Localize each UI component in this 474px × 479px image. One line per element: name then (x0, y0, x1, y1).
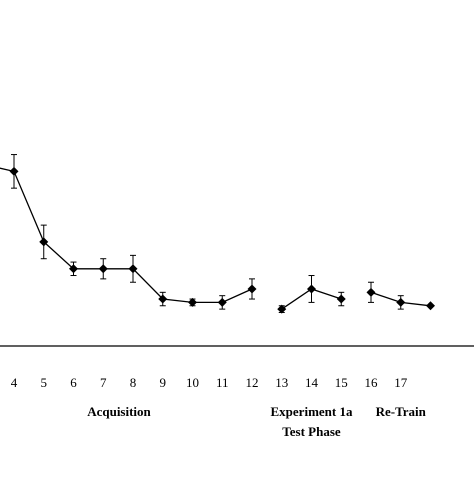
x-tick-label: 5 (41, 375, 48, 390)
phase-label: Experiment 1a (271, 404, 353, 419)
data-point-marker (217, 297, 227, 307)
x-tick-label: 11 (216, 375, 229, 390)
data-point-marker (128, 264, 138, 274)
data-point-marker (396, 297, 406, 307)
x-tick-labels: 4 5 6 7 8 9 10 11 12 13 14 15 16 17 (11, 375, 408, 390)
x-tick-label: 13 (275, 375, 288, 390)
data-point-marker (39, 237, 49, 247)
data-point-marker (98, 264, 108, 274)
data-point-marker (307, 284, 316, 294)
x-tick-label: 10 (186, 375, 199, 390)
data-point-marker (426, 301, 435, 311)
x-tick-label: 7 (100, 375, 107, 390)
data-point-marker (336, 294, 346, 304)
data-point-marker (69, 264, 78, 274)
x-tick-label: 12 (246, 375, 259, 390)
data-point-marker (366, 287, 376, 297)
x-tick-label: 14 (305, 375, 319, 390)
data-point-marker (247, 284, 257, 294)
x-tick-label: 15 (335, 375, 348, 390)
x-tick-label: 8 (130, 375, 137, 390)
phase-label: Test Phase (282, 424, 341, 439)
phase-labels: Acquisition Experiment 1a Test Phase Re-Tra… (87, 404, 426, 439)
phase-label: Acquisition (87, 404, 151, 419)
x-tick-label: 17 (394, 375, 408, 390)
series-line (0, 167, 253, 304)
data-point-marker (188, 297, 197, 307)
x-tick-label: 6 (70, 375, 77, 390)
x-tick-label: 9 (160, 375, 167, 390)
data-point-marker (158, 294, 168, 304)
data-point-marker (9, 166, 19, 176)
series-group (0, 154, 435, 314)
phase-label: Re-Train (376, 404, 427, 419)
x-tick-label: 4 (11, 375, 18, 390)
data-point-marker (277, 304, 287, 314)
x-tick-label: 16 (365, 375, 379, 390)
